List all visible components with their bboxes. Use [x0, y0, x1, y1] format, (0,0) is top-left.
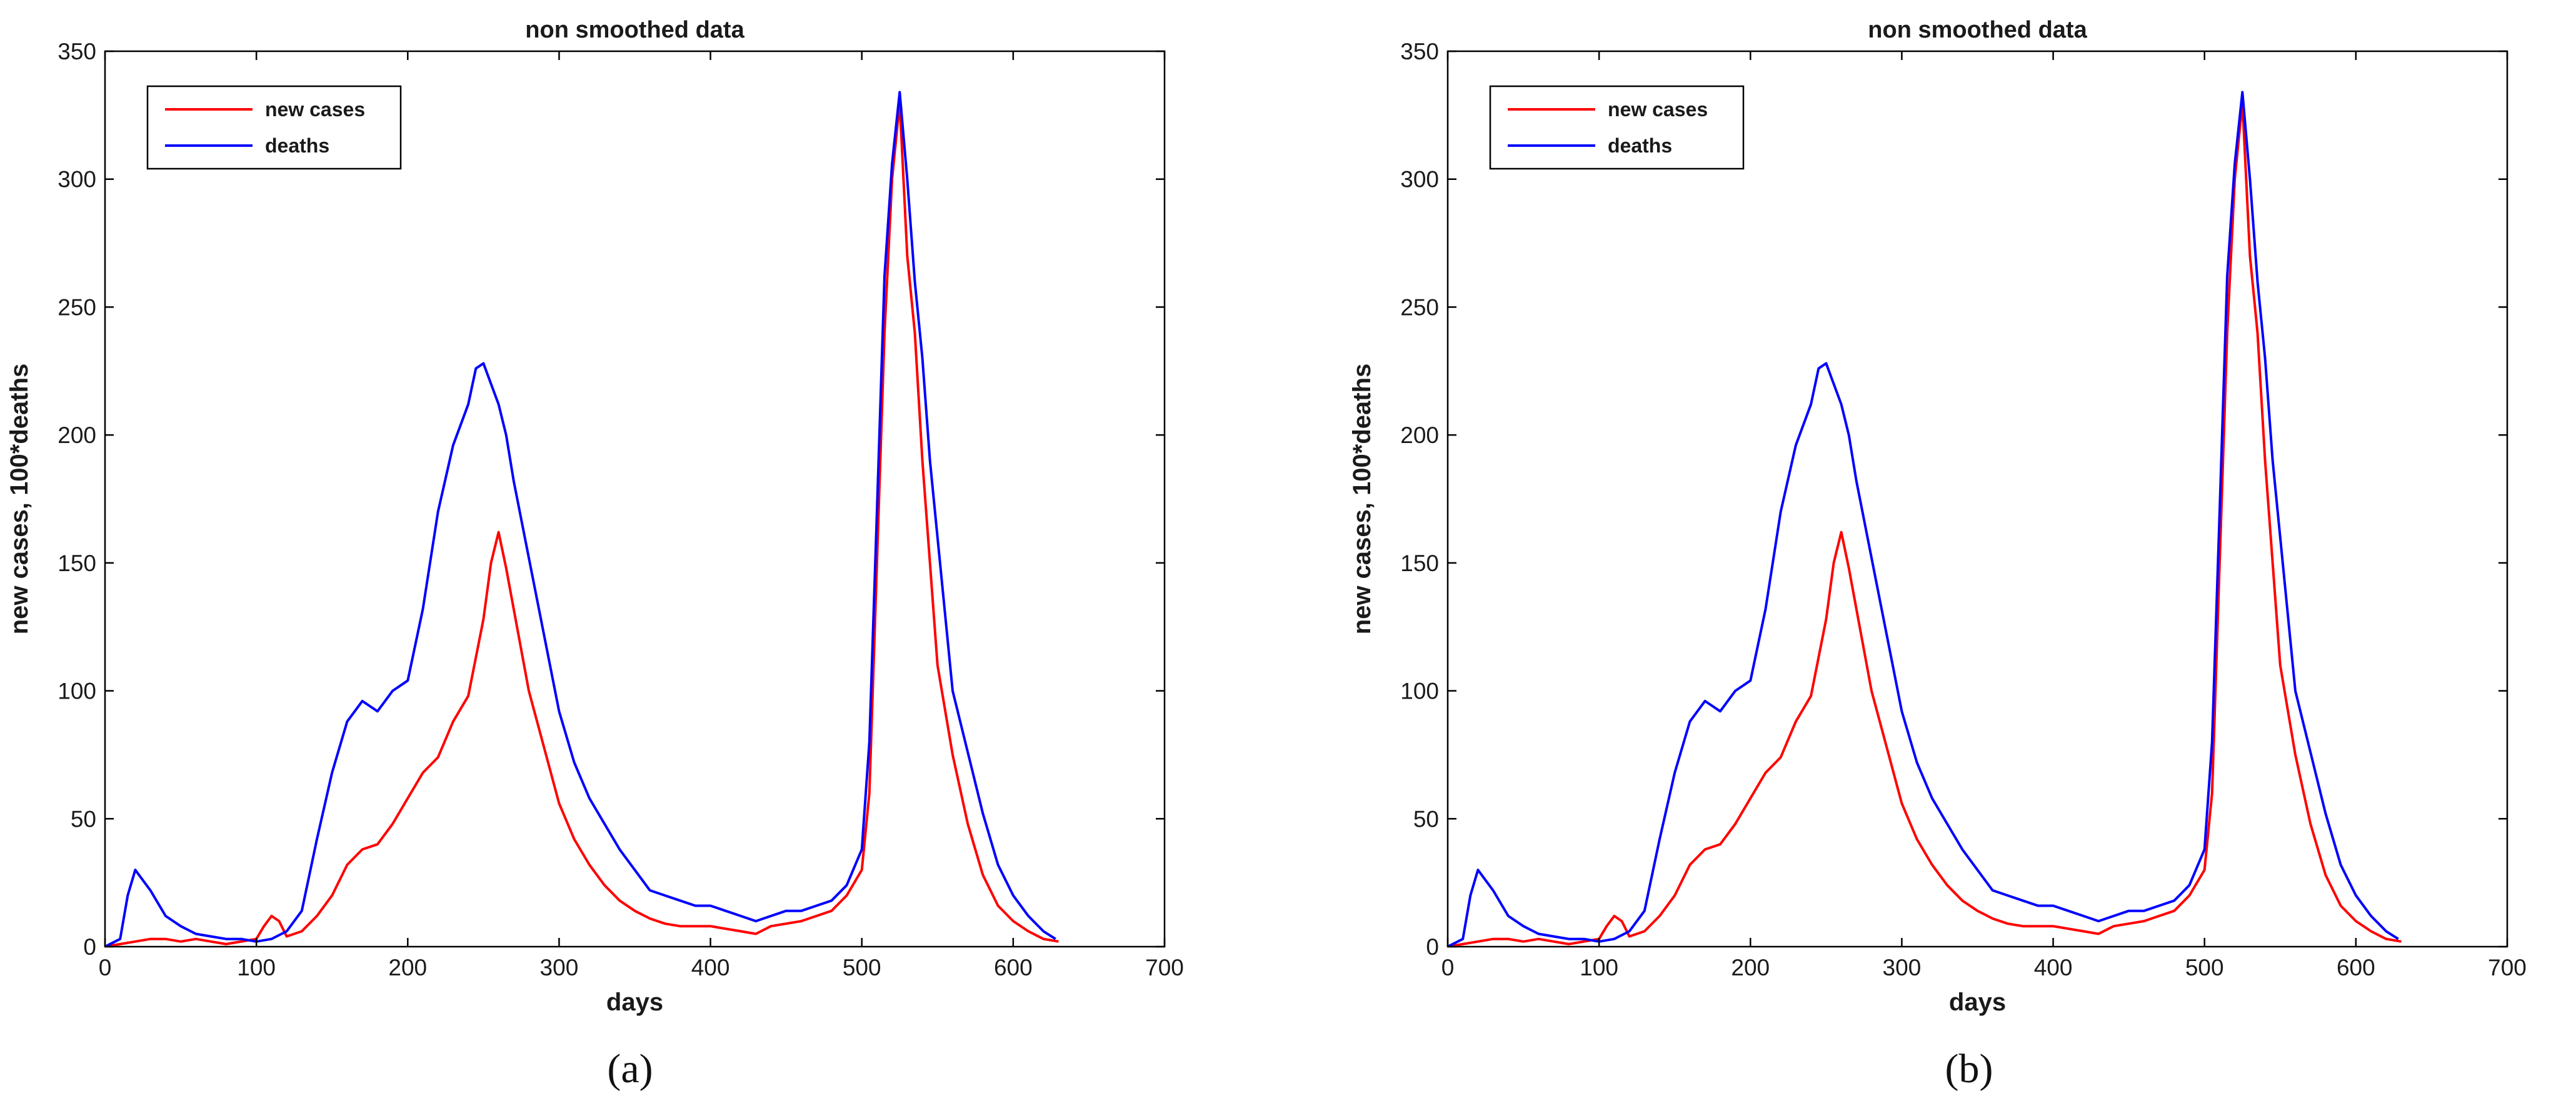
x-tick-label: 400 — [2034, 955, 2073, 980]
series-line-deaths — [105, 91, 1056, 947]
legend-label: new cases — [265, 98, 365, 121]
x-tick-label: 200 — [1731, 955, 1770, 980]
series-group — [105, 91, 1059, 947]
plot-frame — [1446, 50, 2508, 948]
y-tick-label: 50 — [1413, 806, 1439, 832]
series-line-new-cases — [105, 101, 1059, 947]
caption-b: (b) — [1945, 1046, 1993, 1092]
x-tick-label: 600 — [994, 955, 1033, 980]
legend-label: deaths — [1608, 134, 1672, 157]
legend-label: new cases — [1608, 98, 1708, 121]
y-tick-label: 50 — [71, 806, 96, 832]
y-tick-label: 0 — [1426, 934, 1439, 960]
legend-box — [1489, 85, 1745, 170]
x-tick-label: 400 — [691, 955, 730, 980]
series-line-deaths — [1448, 91, 2399, 947]
y-tick-label: 250 — [58, 294, 96, 320]
y-tick-label: 350 — [1400, 39, 1439, 64]
series-group — [1448, 91, 2402, 947]
y-tick-label: 150 — [58, 551, 96, 576]
series-line-new-cases — [1448, 101, 2402, 947]
y-tick-label: 200 — [1400, 422, 1439, 448]
panel-a: non smoothed data 0 100 200 300 400 500 600 700 0… — [6, 17, 1184, 1016]
y-tick-label: 350 — [58, 39, 96, 64]
x-tick-label: 700 — [2488, 955, 2527, 980]
y-tick-label: 0 — [83, 934, 96, 960]
y-axis-label: new cases, 100*deaths — [1348, 364, 1376, 635]
x-tick-label: 100 — [237, 955, 276, 980]
y-tick-label: 200 — [58, 422, 96, 448]
y-tick-label: 300 — [58, 167, 96, 192]
x-axis-label: days — [606, 989, 663, 1016]
y-tick-label: 100 — [58, 679, 96, 704]
legend: new cases deaths — [146, 85, 402, 170]
x-tick-label: 200 — [388, 955, 427, 980]
x-tick-label: 0 — [1441, 955, 1455, 980]
panel-b: non smoothed data 0 100 200 300 400 500 600 700 0… — [1348, 17, 2527, 1016]
x-tick-label: 600 — [2337, 955, 2375, 980]
x-tick-label: 300 — [540, 955, 579, 980]
plot-frame — [104, 50, 1166, 948]
x-tick-label: 700 — [1145, 955, 1184, 980]
x-tick-label: 0 — [99, 955, 112, 980]
chart-title: non smoothed data — [1868, 17, 2087, 43]
y-axis-label: new cases, 100*deaths — [6, 364, 33, 635]
y-tick-label: 300 — [1400, 167, 1439, 192]
x-tick-label: 500 — [2185, 955, 2224, 980]
x-axis-label: days — [1949, 989, 2006, 1016]
y-tick-label: 150 — [1400, 551, 1439, 576]
legend-label: deaths — [265, 134, 329, 157]
x-tick-label: 500 — [843, 955, 881, 980]
caption-a: (a) — [607, 1046, 653, 1092]
y-tick-label: 100 — [1400, 679, 1439, 704]
legend-box — [146, 85, 402, 170]
chart-title: non smoothed data — [525, 17, 744, 43]
x-tick-label: 300 — [1883, 955, 1922, 980]
legend: new cases deaths — [1489, 85, 1745, 170]
y-tick-label: 250 — [1400, 294, 1439, 320]
x-tick-label: 100 — [1580, 955, 1618, 980]
